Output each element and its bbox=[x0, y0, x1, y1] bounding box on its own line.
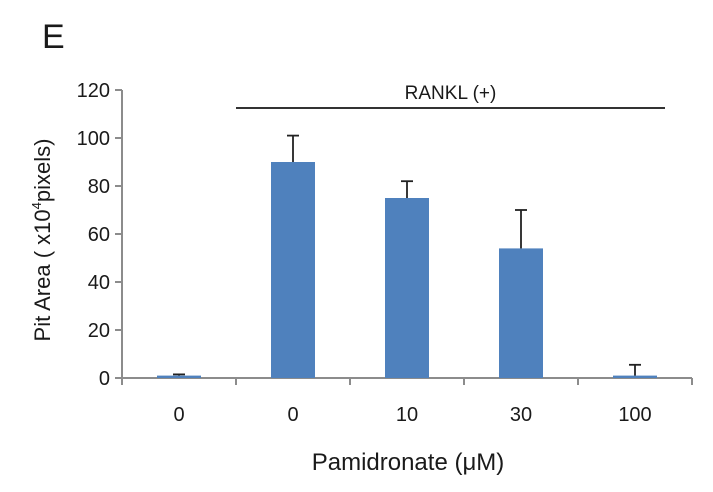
y-tick-label: 80 bbox=[88, 176, 110, 198]
y-tick-label: 60 bbox=[88, 224, 110, 246]
bracket-label: RANKL (+) bbox=[405, 83, 497, 104]
y-tick-label: 100 bbox=[77, 128, 110, 150]
x-tick-label: 10 bbox=[396, 404, 418, 426]
x-tick-label: 100 bbox=[618, 404, 651, 426]
bar bbox=[385, 198, 429, 378]
rankl-bracket: RANKL (+) bbox=[236, 83, 665, 109]
panel-label: E bbox=[42, 18, 65, 56]
y-axis-label-suffix: pixels) bbox=[30, 139, 55, 203]
y-axis-label-prefix: Pit Area ( x10 bbox=[30, 209, 55, 341]
x-tick-label: 30 bbox=[510, 404, 532, 426]
y-axis: 0 20 40 60 80 100 120 bbox=[77, 80, 123, 390]
y-axis-label: Pit Area ( x104pixels) bbox=[29, 139, 55, 342]
x-tick-label: 0 bbox=[173, 404, 184, 426]
y-tick-label: 40 bbox=[88, 272, 110, 294]
bars bbox=[157, 162, 657, 378]
y-tick-label: 120 bbox=[77, 80, 110, 102]
bar bbox=[499, 248, 543, 378]
bar bbox=[271, 162, 315, 378]
bar bbox=[157, 375, 201, 378]
x-axis-label: Pamidronate (μM) bbox=[312, 449, 505, 476]
error-bars bbox=[173, 134, 641, 376]
y-axis-label-superscript: 4 bbox=[29, 202, 44, 209]
y-tick-label: 0 bbox=[99, 368, 110, 390]
bar bbox=[613, 375, 657, 378]
x-tick-label: 0 bbox=[287, 404, 298, 426]
x-axis: 0 0 10 30 100 bbox=[121, 377, 693, 426]
y-tick-label: 20 bbox=[88, 320, 110, 342]
